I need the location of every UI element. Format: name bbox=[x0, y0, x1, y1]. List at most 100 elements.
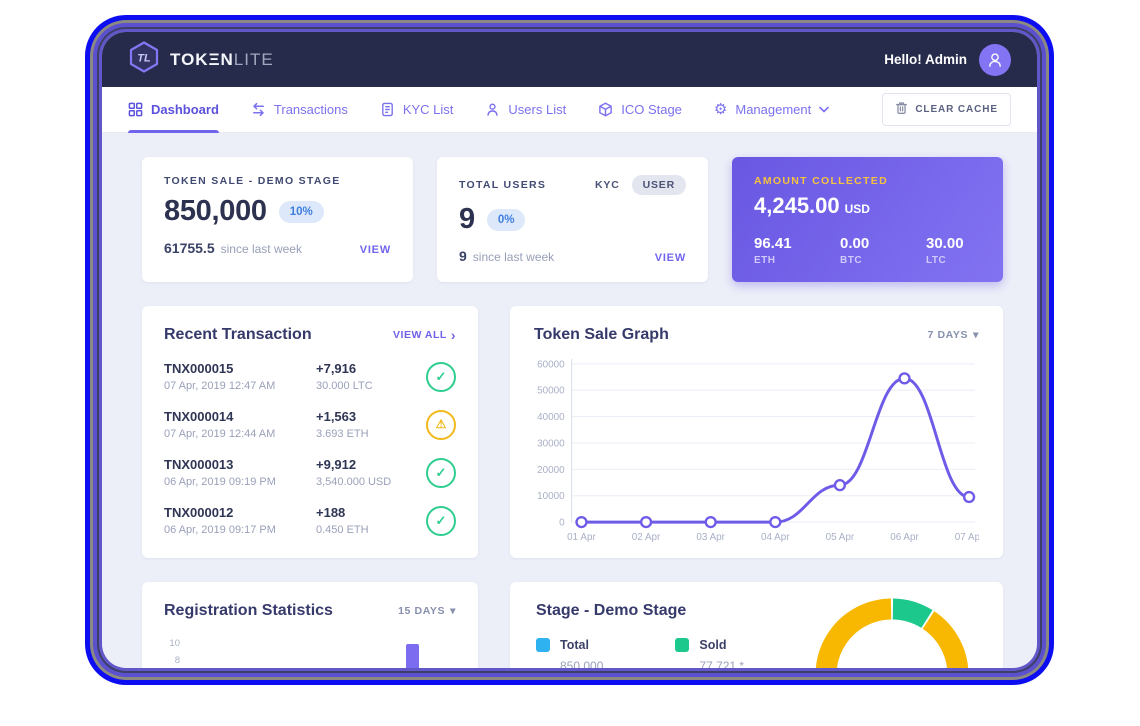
y-tick-label: 10 bbox=[169, 637, 180, 649]
nav-label: Users List bbox=[508, 102, 567, 117]
status-success-icon: ✓⚠ bbox=[426, 505, 456, 536]
stage-demo-stage-card: Stage - Demo Stage Total 850,000 Sold bbox=[510, 581, 1003, 668]
transaction-date: 07 Apr, 2019 12:44 AM bbox=[164, 428, 276, 440]
svg-text:04 Apr: 04 Apr bbox=[761, 532, 790, 543]
token-sale-delta: 61755.5 bbox=[164, 240, 215, 256]
btc-label: BTC bbox=[840, 255, 863, 266]
nav-item-users-list[interactable]: Users List bbox=[485, 87, 566, 132]
transaction-id: TNX000013 bbox=[164, 457, 234, 472]
svg-text:05 Apr: 05 Apr bbox=[826, 532, 855, 543]
legend-item-sold: Sold 77,721 * bbox=[675, 637, 744, 668]
navbar: Dashboard Transactions KYC List bbox=[102, 87, 1037, 133]
view-all-label: VIEW ALL bbox=[393, 329, 447, 341]
transaction-row[interactable]: TNX000012 06 Apr, 2019 09:17 PM +188 0.4… bbox=[164, 505, 456, 536]
stage-title: Stage - Demo Stage bbox=[536, 601, 687, 619]
amount-collected-value: 4,245.00 bbox=[754, 193, 840, 218]
total-users-badge: 0% bbox=[486, 208, 526, 231]
clear-cache-button[interactable]: CLEAR CACHE bbox=[882, 93, 1011, 126]
tab-user[interactable]: USER bbox=[631, 175, 686, 195]
range-select-15days[interactable]: 15 DAYS ▾ bbox=[398, 605, 456, 617]
status-success-icon: ✓⚠ bbox=[426, 457, 456, 488]
total-users-value: 9 bbox=[459, 203, 475, 235]
bar-chart: 10 8 bbox=[164, 636, 456, 668]
bar bbox=[406, 643, 420, 668]
transaction-id: TNX000012 bbox=[164, 505, 234, 520]
chevron-down-icon: ▾ bbox=[973, 329, 979, 341]
user-icon bbox=[989, 52, 1001, 67]
greeting-text: Hello! Admin bbox=[884, 52, 967, 67]
avatar[interactable] bbox=[979, 43, 1011, 76]
registration-statistics-title: Registration Statistics bbox=[164, 601, 333, 619]
total-users-delta-caption: since last week bbox=[472, 250, 555, 264]
status-success-icon: ✓⚠ bbox=[426, 361, 456, 392]
clear-cache-label: CLEAR CACHE bbox=[915, 104, 998, 115]
amount-breakdown-btc: 0.00 BTC bbox=[840, 235, 926, 266]
transaction-detail: 3,540.000 USD bbox=[316, 476, 392, 488]
token-sale-badge: 10% bbox=[278, 200, 324, 223]
transaction-id: TNX000014 bbox=[164, 409, 234, 424]
status-pending-icon: ✓⚠ bbox=[426, 409, 456, 440]
svg-text:20000: 20000 bbox=[537, 465, 565, 476]
range-label: 15 DAYS bbox=[398, 604, 446, 617]
recent-transactions-card: Recent Transaction VIEW ALL › TNX000015 … bbox=[142, 306, 478, 558]
amount-collected-card: AMOUNT COLLECTED 4,245.00 USD 96.41 ETH … bbox=[732, 157, 1003, 282]
transaction-row[interactable]: TNX000015 07 Apr, 2019 12:47 AM +7,916 3… bbox=[164, 361, 456, 392]
svg-text:10000: 10000 bbox=[537, 491, 565, 502]
app-window: TL TOKΞNLITE Hello! Admin Da bbox=[102, 32, 1037, 668]
swap-arrows-icon bbox=[251, 102, 266, 117]
btc-value: 0.00 bbox=[840, 235, 870, 252]
nav-label: Dashboard bbox=[151, 102, 219, 117]
transaction-date: 07 Apr, 2019 12:47 AM bbox=[164, 380, 276, 392]
view-all-link[interactable]: VIEW ALL › bbox=[393, 328, 456, 342]
brand: TL TOKΞNLITE bbox=[128, 41, 274, 78]
donut-legend: Total 850,000 Sold 77,721 * bbox=[536, 637, 977, 668]
nav-item-management[interactable]: ⚙ Management bbox=[713, 87, 830, 132]
transaction-detail: 3.693 ETH bbox=[316, 428, 369, 440]
gear-icon: ⚙ bbox=[713, 101, 728, 118]
svg-text:06 Apr: 06 Apr bbox=[890, 532, 919, 543]
transaction-amount: +1,563 bbox=[316, 409, 357, 424]
legend-label: Sold bbox=[699, 637, 727, 652]
chevron-right-icon: › bbox=[450, 327, 456, 343]
amount-breakdown-ltc: 30.00 LTC bbox=[926, 235, 981, 266]
svg-text:50000: 50000 bbox=[537, 386, 565, 397]
legend-label: Total bbox=[560, 637, 589, 652]
trash-icon bbox=[895, 101, 908, 118]
hexagon-logo-icon: TL bbox=[128, 41, 160, 78]
svg-text:02 Apr: 02 Apr bbox=[632, 532, 661, 543]
nav-item-kyc-list[interactable]: KYC List bbox=[380, 87, 454, 132]
check-icon: ✓ bbox=[435, 368, 447, 384]
transaction-row[interactable]: TNX000014 07 Apr, 2019 12:44 AM +1,563 3… bbox=[164, 409, 456, 440]
range-label: 7 DAYS bbox=[927, 329, 969, 341]
nav-item-transactions[interactable]: Transactions bbox=[251, 87, 348, 132]
transaction-detail: 30.000 LTC bbox=[316, 380, 373, 392]
svg-text:TL: TL bbox=[137, 53, 151, 65]
nav-item-dashboard[interactable]: Dashboard bbox=[128, 87, 219, 133]
eth-label: ETH bbox=[754, 255, 776, 266]
brand-name-bold: TOKΞN bbox=[170, 49, 234, 69]
ltc-label: LTC bbox=[926, 255, 947, 266]
svg-text:07 Apr: 07 Apr bbox=[955, 532, 979, 543]
app-header: TL TOKΞNLITE Hello! Admin bbox=[102, 32, 1037, 87]
brand-name: TOKΞNLITE bbox=[170, 50, 274, 70]
amount-collected-currency: USD bbox=[844, 202, 870, 216]
range-select-7days[interactable]: 7 DAYS ▾ bbox=[928, 329, 979, 341]
total-users-view-link[interactable]: VIEW bbox=[654, 252, 686, 264]
total-swatch bbox=[536, 637, 550, 652]
transaction-row[interactable]: TNX000013 06 Apr, 2019 09:19 PM +9,912 3… bbox=[164, 457, 456, 488]
user-icon bbox=[485, 102, 500, 117]
tab-kyc[interactable]: KYC bbox=[595, 179, 620, 191]
nav-item-ico-stage[interactable]: ICO Stage bbox=[598, 87, 682, 132]
cube-icon bbox=[598, 102, 613, 117]
document-icon bbox=[380, 102, 395, 117]
recent-transactions-title: Recent Transaction bbox=[164, 326, 312, 343]
token-sale-view-link[interactable]: VIEW bbox=[359, 244, 391, 256]
token-sale-card: TOKEN SALE - DEMO STAGE 850,000 10% 6175… bbox=[142, 157, 413, 282]
nav-label: KYC List bbox=[402, 102, 454, 117]
transaction-amount: +9,912 bbox=[316, 457, 357, 472]
amount-collected-title: AMOUNT COLLECTED bbox=[754, 175, 888, 187]
dashboard-content: TOKEN SALE - DEMO STAGE 850,000 10% 6175… bbox=[102, 133, 1037, 668]
brand-name-light: LITE bbox=[233, 49, 274, 69]
check-icon: ✓ bbox=[435, 464, 447, 480]
check-icon: ✓ bbox=[435, 512, 447, 528]
